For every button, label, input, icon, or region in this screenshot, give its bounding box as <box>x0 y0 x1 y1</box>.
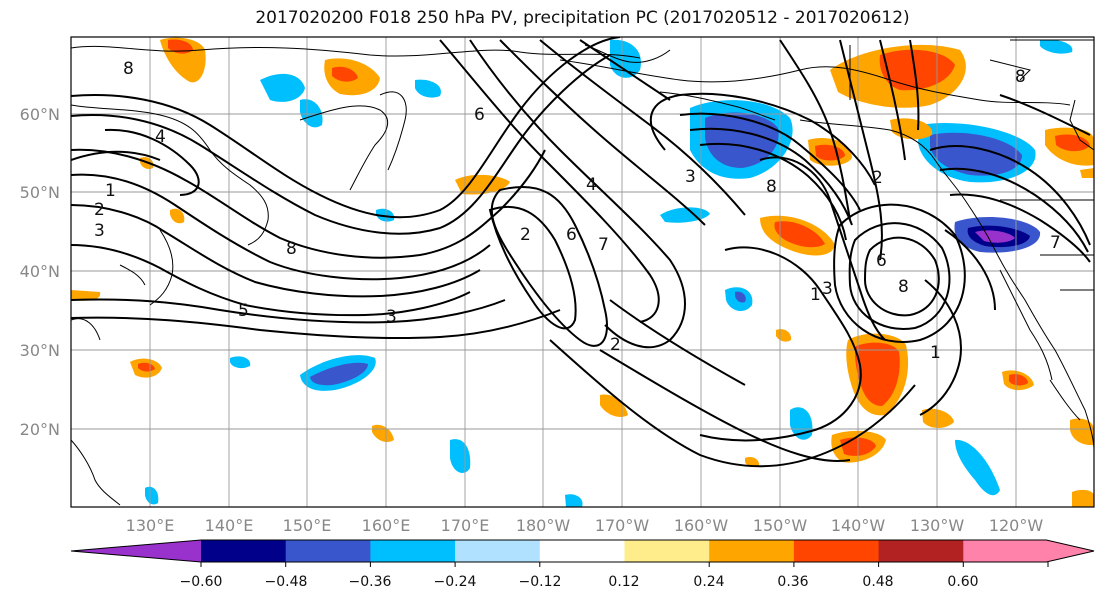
colorbar-tick-label: 0.48 <box>862 574 893 590</box>
contour-labels: 8 4 1 2 3 8 5 3 6 4 2 6 7 2 3 8 1 2 6 8 … <box>94 59 1061 363</box>
lat-tick-label: 50°N <box>20 183 60 202</box>
contour-label: 4 <box>155 127 166 147</box>
colorbar-segment <box>455 540 541 562</box>
colorbar-extend-high <box>963 540 1094 562</box>
colorbar-segment <box>539 540 625 562</box>
lon-tick-label: 130°W <box>910 516 965 535</box>
lat-tick-label: 40°N <box>20 262 60 281</box>
graticule <box>71 37 1094 507</box>
lon-tick-label: 170°W <box>595 516 650 535</box>
contour-label: 3 <box>822 279 833 299</box>
contour-label: 8 <box>766 177 777 197</box>
colorbar-tick-label: 0.36 <box>777 574 808 590</box>
map-title: 2017020200 F018 250 hPa PV, precipitatio… <box>255 8 910 28</box>
lat-tick-label: 20°N <box>20 420 60 439</box>
colorbar-tick-label: −0.12 <box>519 574 562 590</box>
pv-contours <box>71 37 1091 468</box>
contour-label: 1 <box>810 285 821 305</box>
colorbar-tick-label: −0.36 <box>349 574 392 590</box>
lon-tick-label: 180°W <box>516 516 571 535</box>
colorbar-tick-label: 0.60 <box>947 574 978 590</box>
contour-label: 2 <box>94 200 105 220</box>
lat-axis: 60°N 50°N 40°N 30°N 20°N <box>20 105 60 439</box>
contour-label: 1 <box>105 181 116 201</box>
colorbar-segment <box>793 540 880 562</box>
lon-tick-label: 140°E <box>205 516 254 535</box>
contour-label: 2 <box>520 225 531 245</box>
colorbar-tick-label: −0.48 <box>265 574 308 590</box>
lon-tick-label: 170°E <box>441 516 490 535</box>
lon-tick-label: 140°W <box>831 516 886 535</box>
contour-label: 8 <box>286 239 297 259</box>
contour-label: 7 <box>1050 233 1061 253</box>
lon-tick-label: 120°W <box>989 516 1044 535</box>
contour-label: 4 <box>586 175 597 195</box>
contour-label: 6 <box>876 251 887 271</box>
map-area: 8 4 1 2 3 8 5 3 6 4 2 6 7 2 3 8 1 2 6 8 … <box>71 37 1094 507</box>
map-border <box>70 36 1095 508</box>
coastlines <box>71 39 1094 506</box>
colorbar-segment <box>370 540 456 562</box>
contour-label: 3 <box>386 307 397 327</box>
colorbar-tick-label: −0.24 <box>434 574 477 590</box>
contour-label: 3 <box>94 221 105 241</box>
contour-label: 8 <box>898 277 909 297</box>
colorbar <box>70 539 1095 567</box>
colorbar-segment <box>624 540 710 562</box>
colorbar-extend-low <box>71 540 201 562</box>
contour-label: 7 <box>598 235 609 255</box>
contour-label: 8 <box>123 59 134 79</box>
lat-tick-label: 60°N <box>20 105 60 124</box>
colorbar-tick-label: 0.12 <box>608 574 639 590</box>
colorbar-segment <box>709 540 795 562</box>
colorbar-segment <box>878 540 964 562</box>
colorbar-segment <box>201 540 287 562</box>
lon-axis: 130°E 140°E 150°E 160°E 170°E 180°W 170°… <box>126 516 1044 535</box>
contour-label: 3 <box>685 167 696 187</box>
contour-label: 2 <box>872 168 883 188</box>
colorbar-tick-label: 0.24 <box>693 574 724 590</box>
contour-label: 5 <box>238 301 249 321</box>
contour-label: 1 <box>930 343 941 363</box>
colorbar-tick-label: −0.60 <box>180 574 223 590</box>
colorbar-segment <box>285 540 371 562</box>
contour-label: 8 <box>1015 67 1026 87</box>
contour-label: 6 <box>474 105 485 125</box>
lon-tick-label: 130°E <box>126 516 175 535</box>
precip-shading <box>71 37 1094 507</box>
contour-label: 2 <box>610 335 621 355</box>
contour-label: 6 <box>566 225 577 245</box>
colorbar-ticks: −0.60 −0.48 −0.36 −0.24 −0.12 0.12 0.24 … <box>180 574 979 590</box>
lon-tick-label: 160°W <box>674 516 729 535</box>
lon-tick-label: 160°E <box>362 516 411 535</box>
lon-tick-label: 150°W <box>753 516 808 535</box>
lon-tick-label: 150°E <box>283 516 332 535</box>
lat-tick-label: 30°N <box>20 341 60 360</box>
